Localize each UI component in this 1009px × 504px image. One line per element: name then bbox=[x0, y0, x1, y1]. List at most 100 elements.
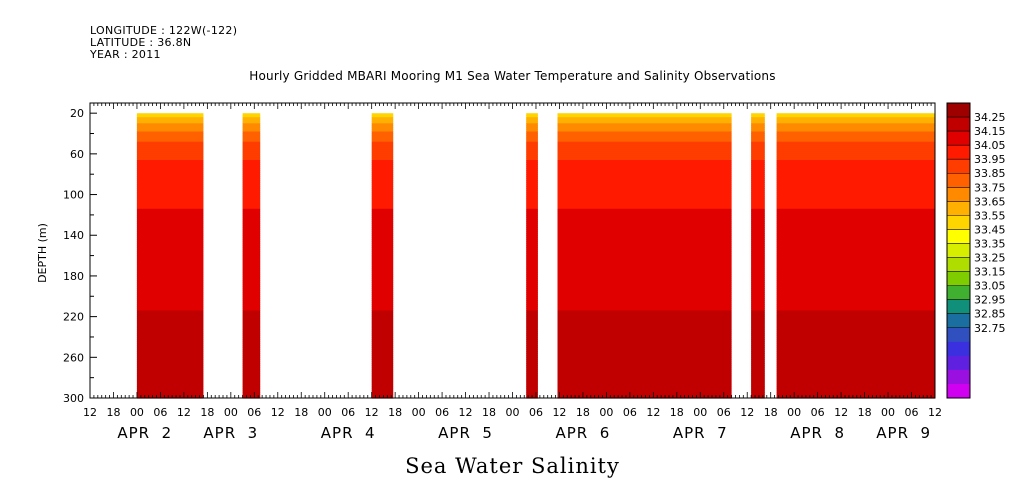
salinity-cell bbox=[751, 259, 765, 263]
salinity-cell bbox=[751, 204, 765, 208]
salinity-cell bbox=[776, 302, 935, 305]
salinity-cell bbox=[136, 391, 204, 395]
salinity-cell bbox=[371, 233, 394, 236]
salinity-cell bbox=[136, 147, 204, 151]
salinity-cell bbox=[776, 267, 935, 271]
salinity-cell bbox=[557, 216, 732, 220]
salinity-cell bbox=[136, 261, 204, 265]
salinity-cell bbox=[371, 168, 394, 171]
salinity-cell bbox=[557, 343, 732, 346]
salinity-cell bbox=[371, 223, 394, 226]
salinity-cell bbox=[776, 253, 935, 257]
salinity-cell bbox=[557, 373, 732, 377]
salinity-cell bbox=[751, 180, 765, 183]
x-axis: 12 18 00 06 12 18 00 06 12 18 00 06 12 18 00 06 12 18 00 06… bbox=[83, 103, 942, 442]
salinity-cell bbox=[371, 263, 394, 267]
salinity-cell bbox=[776, 324, 935, 328]
salinity-cell bbox=[557, 221, 732, 224]
salinity-cell bbox=[242, 345, 261, 348]
salinity-cell bbox=[526, 334, 538, 338]
salinity-cell bbox=[371, 387, 394, 391]
salinity-cell bbox=[557, 204, 732, 208]
salinity-cell bbox=[371, 314, 394, 318]
salinity-cell bbox=[371, 243, 394, 246]
salinity-cell bbox=[242, 389, 261, 393]
salinity-cell bbox=[751, 168, 765, 171]
salinity-cell bbox=[242, 282, 261, 285]
salinity-cell bbox=[242, 184, 261, 187]
x-tick-label: 18 bbox=[482, 406, 496, 419]
salinity-cell bbox=[557, 143, 732, 147]
salinity-cell bbox=[557, 198, 732, 202]
x-tick-label: 00 bbox=[506, 406, 520, 419]
salinity-cell bbox=[371, 180, 394, 183]
salinity-cell bbox=[557, 135, 732, 139]
salinity-cell bbox=[557, 288, 732, 291]
salinity-cell bbox=[371, 157, 394, 161]
salinity-cell bbox=[136, 349, 204, 352]
salinity-cell bbox=[557, 133, 732, 137]
salinity-cell bbox=[526, 239, 538, 242]
salinity-cell bbox=[242, 251, 261, 255]
colorbar-swatch bbox=[947, 313, 970, 329]
data-segment bbox=[751, 113, 765, 399]
salinity-cell bbox=[371, 251, 394, 255]
salinity-cell bbox=[371, 375, 394, 379]
salinity-cell bbox=[242, 239, 261, 242]
salinity-cell bbox=[136, 396, 204, 399]
salinity-cell bbox=[371, 155, 394, 159]
salinity-cell bbox=[526, 339, 538, 342]
salinity-cell bbox=[751, 182, 765, 185]
salinity-cell bbox=[371, 131, 394, 135]
salinity-cell bbox=[136, 117, 204, 120]
salinity-cell bbox=[557, 332, 732, 336]
salinity-cell bbox=[136, 373, 204, 377]
x-tick-label: 06 bbox=[905, 406, 919, 419]
salinity-cell bbox=[526, 129, 538, 132]
salinity-cell bbox=[557, 353, 732, 356]
salinity-cell bbox=[242, 318, 261, 322]
salinity-cell bbox=[776, 359, 935, 362]
x-date-label: APR 8 bbox=[790, 424, 845, 442]
salinity-cell bbox=[526, 115, 538, 118]
salinity-cell bbox=[557, 184, 732, 187]
salinity-cell bbox=[526, 292, 538, 295]
salinity-cell bbox=[136, 204, 204, 208]
salinity-cell bbox=[526, 263, 538, 267]
salinity-cell bbox=[751, 365, 765, 368]
salinity-cell bbox=[526, 330, 538, 334]
salinity-cell bbox=[751, 237, 765, 240]
colorbar-swatch bbox=[947, 257, 970, 272]
salinity-cell bbox=[136, 194, 204, 198]
salinity-cell bbox=[242, 223, 261, 226]
salinity-cell bbox=[557, 127, 732, 130]
colorbar-swatch bbox=[947, 299, 970, 315]
colorbar-label: 33.05 bbox=[974, 280, 1006, 293]
salinity-cell bbox=[136, 257, 204, 261]
salinity-cell bbox=[526, 257, 538, 261]
salinity-cell bbox=[371, 306, 394, 309]
salinity-cell bbox=[242, 143, 261, 147]
salinity-cell bbox=[242, 149, 261, 153]
salinity-cell bbox=[751, 192, 765, 196]
salinity-cell bbox=[776, 170, 935, 173]
salinity-cell bbox=[557, 355, 732, 358]
salinity-cell bbox=[371, 135, 394, 139]
salinity-cell bbox=[371, 127, 394, 130]
salinity-cell bbox=[242, 312, 261, 316]
salinity-cell bbox=[136, 275, 204, 279]
salinity-cell bbox=[242, 186, 261, 189]
salinity-cell bbox=[776, 186, 935, 189]
salinity-cell bbox=[242, 174, 261, 177]
salinity-cell bbox=[526, 174, 538, 177]
x-tick-label: 06 bbox=[811, 406, 825, 419]
salinity-cell bbox=[371, 178, 394, 181]
salinity-cell bbox=[751, 334, 765, 338]
salinity-cell bbox=[776, 381, 935, 385]
salinity-cell bbox=[751, 155, 765, 159]
salinity-cell bbox=[242, 141, 261, 145]
salinity-cell bbox=[557, 174, 732, 177]
salinity-cell bbox=[751, 282, 765, 285]
salinity-cell bbox=[526, 216, 538, 220]
salinity-cell bbox=[136, 233, 204, 236]
